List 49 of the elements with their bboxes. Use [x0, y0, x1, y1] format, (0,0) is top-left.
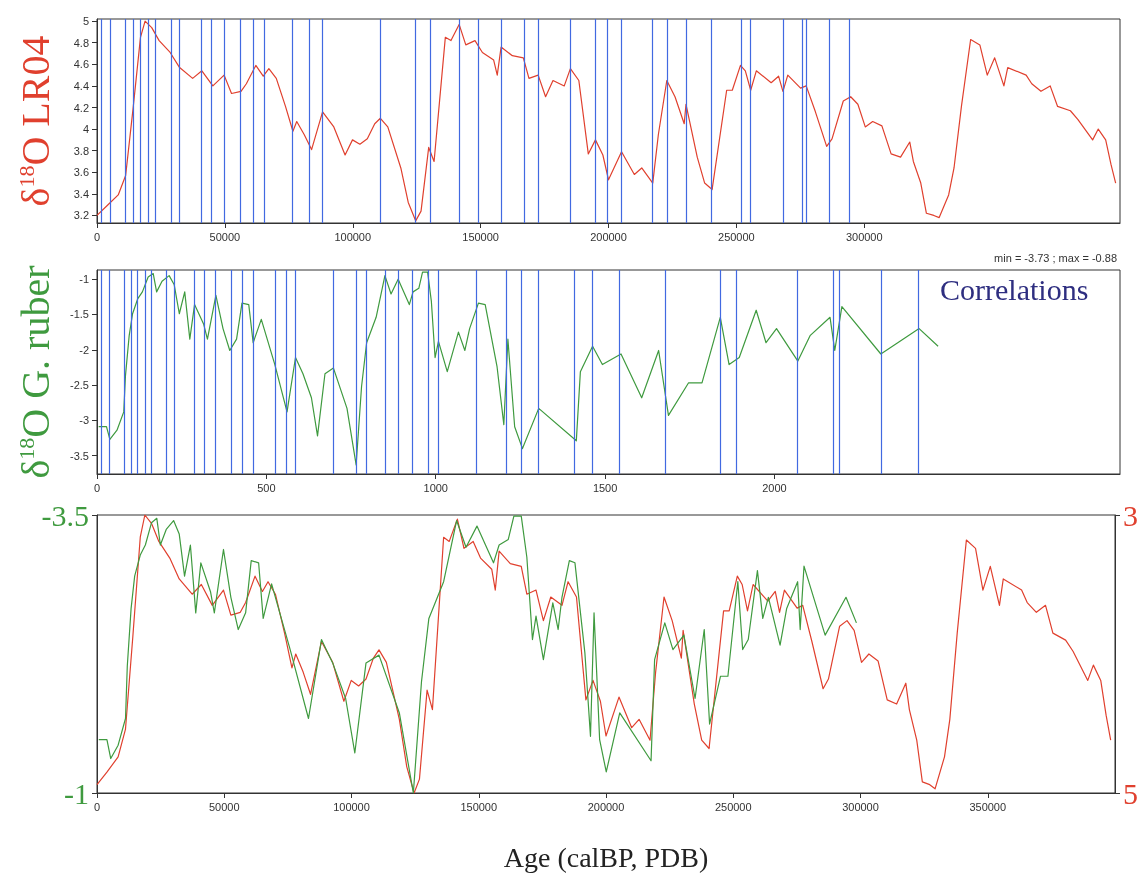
y-axis-title: δ18O G. ruber — [12, 265, 58, 479]
x-tick-label: 0 — [93, 481, 101, 494]
y-tick-label: 4.2 — [73, 101, 89, 114]
y-tick-label: 3.4 — [73, 187, 89, 200]
y-axis-title: δ18O LR04 — [12, 35, 58, 207]
y-tick-label: -1 — [64, 776, 89, 810]
y-tick-label: 5 — [82, 15, 89, 28]
y-tick-label: -3.5 — [70, 449, 89, 462]
annotation: Correlations — [940, 272, 1089, 306]
x-tick-label: 300000 — [842, 800, 879, 813]
x-axis-title: Age (calBP, PDB) — [503, 841, 709, 873]
y2-tick-label: 3 — [1123, 498, 1138, 532]
y-tick-label: -2 — [79, 343, 89, 356]
x-tick-label: 350000 — [969, 800, 1007, 813]
x-tick-label: 200000 — [587, 800, 625, 813]
x-tick-label: 2000 — [762, 481, 787, 494]
x-tick-label: 0 — [93, 230, 101, 243]
x-tick-label: 100000 — [333, 800, 370, 813]
line-series — [96, 514, 1112, 794]
x-tick-label: 1000 — [423, 481, 448, 494]
x-tick-label: 250000 — [714, 800, 752, 813]
y-tick-label: 4.8 — [73, 36, 89, 49]
text: min = -3.73 ; max = -0.88 — [994, 251, 1117, 264]
y-tick-label: 3.2 — [73, 209, 89, 222]
y-tick-label: -3.5 — [41, 498, 89, 532]
x-tick-label: 150000 — [462, 230, 499, 243]
y-tick-label: -2.5 — [70, 379, 89, 392]
x-tick-label: 50000 — [209, 230, 241, 243]
line-series — [98, 271, 939, 466]
x-tick-label: 200000 — [590, 230, 627, 243]
x-tick-label: 500 — [257, 481, 276, 494]
y-tick-label: -1 — [79, 273, 89, 286]
y-tick-label: -1.5 — [70, 308, 89, 321]
x-tick-label: 150000 — [460, 800, 498, 813]
y-tick-label: 4.4 — [73, 79, 89, 92]
y-tick-label: -3 — [79, 414, 89, 427]
x-tick-label: 50000 — [208, 800, 240, 813]
line-series — [96, 20, 1117, 222]
y-tick-label: 3.6 — [73, 166, 89, 179]
x-tick-label: 100000 — [334, 230, 372, 243]
y-tick-label: 4.6 — [73, 58, 89, 71]
x-tick-label: 300000 — [845, 230, 883, 243]
line-series — [98, 515, 858, 794]
x-tick-label: 0 — [93, 800, 101, 813]
y2-tick-label: 5 — [1123, 776, 1138, 810]
x-tick-label: 250000 — [718, 230, 755, 243]
y-tick-label: 3.8 — [73, 144, 89, 157]
y-tick-label: 4 — [82, 123, 89, 136]
x-tick-label: 1500 — [592, 481, 618, 494]
